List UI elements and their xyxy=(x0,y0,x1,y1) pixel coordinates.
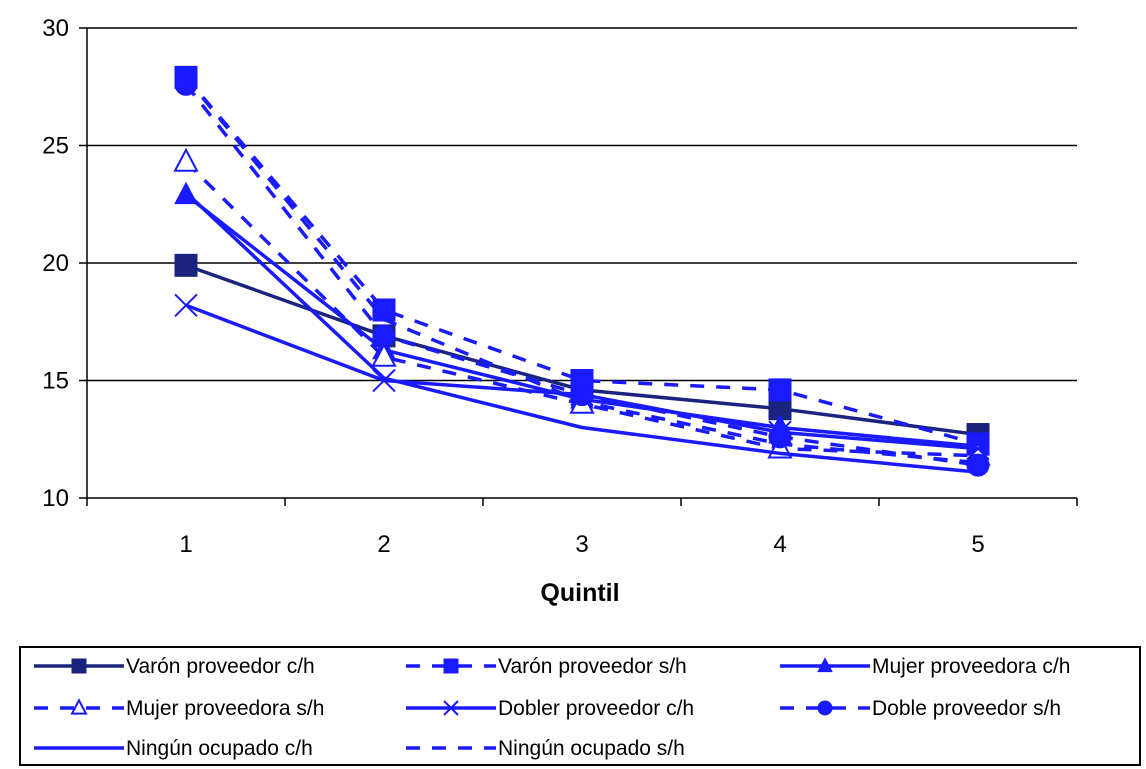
legend-label-3: Mujer proveedora c/h xyxy=(872,655,1070,678)
legend-item-8: Ningún ocupado s/h xyxy=(406,737,685,760)
series-line-8 xyxy=(184,76,979,465)
legend-marker-4 xyxy=(70,698,88,715)
series-7 xyxy=(184,191,979,474)
series-3 xyxy=(174,181,990,456)
x-tick-label-0: 1 xyxy=(179,531,192,558)
series-line-2 xyxy=(184,76,979,446)
series-4 xyxy=(173,147,991,466)
legend-item-7: Ningún ocupado c/h xyxy=(34,737,313,760)
series-6-point-1 xyxy=(174,72,198,96)
legend-label-2: Varón proveedor s/h xyxy=(498,655,687,678)
y-tick-label-0: 10 xyxy=(42,485,69,512)
legend-label-5: Dobler proveedor c/h xyxy=(498,697,694,720)
x-axis-title: Quintil xyxy=(540,579,619,607)
x-tick-label-2: 3 xyxy=(575,531,588,558)
grid-lines xyxy=(87,27,1077,382)
legend-marker-5 xyxy=(443,700,459,716)
legend-label-1: Varón proveedor c/h xyxy=(126,655,315,678)
y-tick-label-3: 25 xyxy=(42,133,69,160)
y-tick-label-1: 15 xyxy=(42,368,69,395)
x-axis-ticks: 1 2 3 4 5 xyxy=(86,498,1078,558)
series-4-point-1 xyxy=(173,147,199,172)
series-1-point-1 xyxy=(174,253,198,277)
legend-item-5: Dobler proveedor c/h xyxy=(406,697,694,720)
legend-item-1: Varón proveedor c/h xyxy=(34,655,315,678)
series-6-point-4 xyxy=(768,425,792,449)
legend-marker-6 xyxy=(817,700,833,716)
legend-label-7: Ningún ocupado c/h xyxy=(126,737,313,760)
series-6-point-2 xyxy=(372,324,396,348)
legend-marker-1 xyxy=(71,658,87,674)
y-tick-label-2: 20 xyxy=(42,250,69,277)
series-6 xyxy=(174,72,990,477)
x-tick-label-3: 4 xyxy=(773,531,786,558)
series-4-point-2 xyxy=(371,342,397,367)
x-tick-label-4: 5 xyxy=(971,531,984,558)
legend-item-6: Doble proveedor s/h xyxy=(780,697,1061,720)
legend-label-6: Doble proveedor s/h xyxy=(872,697,1061,720)
legend-box xyxy=(19,646,1141,766)
y-tick-label-4: 30 xyxy=(42,15,69,42)
series-line-7 xyxy=(184,191,979,474)
y-axis-ticks: 10 15 20 25 30 xyxy=(42,15,87,512)
legend-label-8: Ningún ocupado s/h xyxy=(498,737,685,760)
legend: Varón proveedor c/h Varón proveedor s/h Mu… xyxy=(19,646,1141,766)
series-2-point-4 xyxy=(768,378,792,402)
series-5-point-5 xyxy=(966,436,990,461)
series-8 xyxy=(184,76,979,465)
legend-item-3: Mujer proveedora c/h xyxy=(780,655,1070,678)
legend-marker-2 xyxy=(443,658,459,674)
series-5-point-1 xyxy=(174,293,198,318)
legend-item-2: Varón proveedor s/h xyxy=(406,655,687,678)
legend-item-4: Mujer proveedora s/h xyxy=(34,697,324,720)
series-group xyxy=(173,65,991,477)
legend-label-4: Mujer proveedora s/h xyxy=(126,697,324,720)
legend-marker-3 xyxy=(817,657,833,673)
x-tick-label-1: 2 xyxy=(377,531,390,558)
series-2-point-2 xyxy=(372,298,396,322)
